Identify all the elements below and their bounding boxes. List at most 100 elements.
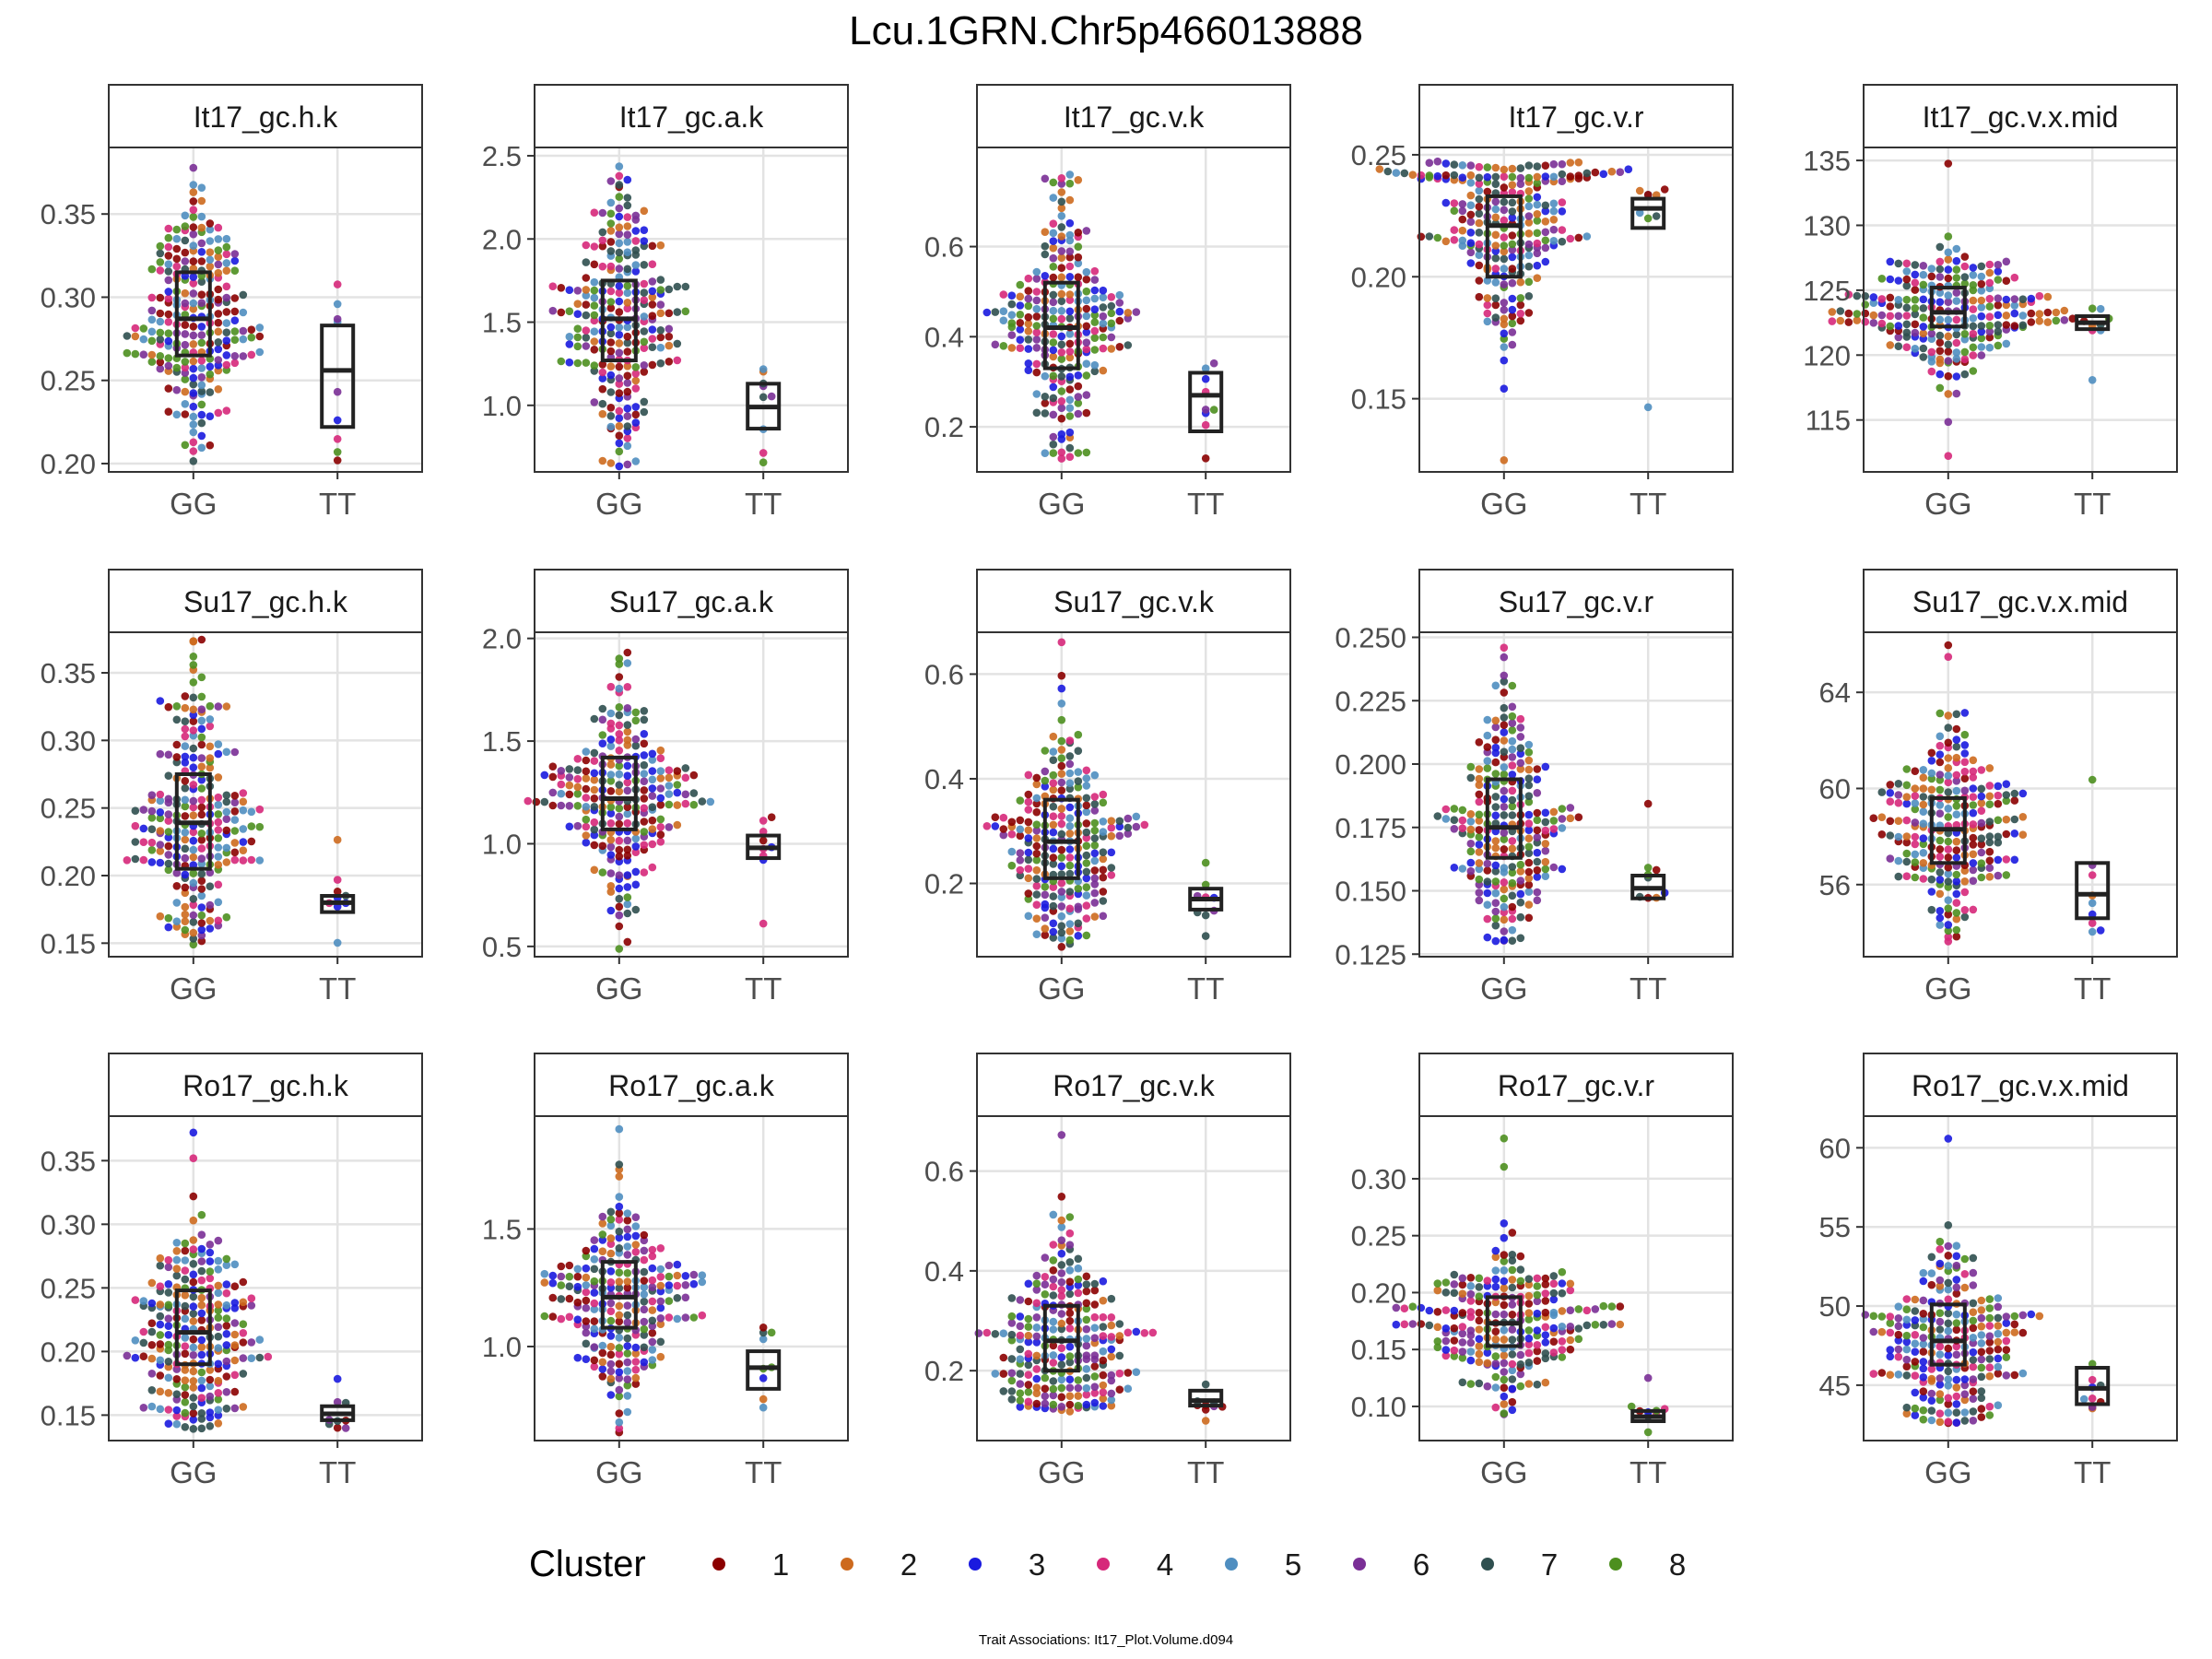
data-point [1952, 1418, 1961, 1427]
data-point [590, 748, 599, 758]
data-point [164, 841, 173, 851]
data-point [974, 1329, 983, 1337]
data-point [640, 327, 649, 335]
data-point [1074, 449, 1083, 457]
data-point [665, 285, 674, 294]
data-point [2002, 1312, 2011, 1321]
data-point [214, 246, 223, 254]
data-point [1936, 845, 1945, 853]
data-point [1541, 1349, 1550, 1358]
data-point [640, 828, 649, 836]
data-point [147, 858, 157, 866]
data-point [1508, 1366, 1517, 1375]
data-point [1977, 799, 1986, 807]
data-point [1960, 866, 1970, 875]
data-point [1107, 301, 1116, 311]
data-point [1057, 736, 1066, 746]
data-point [1500, 1134, 1509, 1143]
data-point [548, 762, 558, 771]
box-iqr [746, 1349, 782, 1391]
data-point [1032, 841, 1041, 851]
data-point [615, 711, 624, 720]
data-point [1090, 841, 1100, 850]
data-point [1466, 191, 1476, 200]
data-point [247, 1301, 256, 1310]
data-point [590, 1324, 599, 1334]
data-point [1524, 867, 1534, 877]
data-point [1911, 328, 1920, 337]
data-point [1524, 1315, 1534, 1324]
data-point [1074, 932, 1083, 940]
data-point [606, 851, 616, 859]
data-point [1475, 790, 1484, 799]
data-point [1491, 770, 1500, 778]
data-point [1952, 244, 1961, 253]
data-point [598, 715, 607, 724]
data-point [1491, 735, 1500, 744]
data-point [1458, 1329, 1467, 1338]
data-point [656, 1337, 665, 1347]
data-point [197, 844, 206, 853]
data-point [1057, 1344, 1066, 1352]
data-point [1660, 185, 1669, 194]
data-point [573, 1353, 582, 1362]
data-point [1007, 1335, 1017, 1345]
data-point [181, 375, 190, 383]
data-point [631, 1380, 641, 1388]
data-point [615, 282, 624, 290]
data-point [1911, 1316, 1920, 1324]
data-point [1065, 904, 1075, 913]
data-point [1049, 844, 1058, 853]
data-point [1936, 1325, 1945, 1334]
data-point [230, 855, 240, 865]
data-point [1065, 935, 1075, 945]
data-point [557, 801, 566, 810]
data-point [1491, 793, 1500, 801]
data-point [189, 340, 198, 348]
data-point [222, 826, 231, 835]
data-point [1541, 1338, 1550, 1347]
data-point [222, 1322, 231, 1330]
data-point [1082, 267, 1091, 276]
data-point [206, 388, 215, 396]
data-point [1508, 802, 1517, 811]
data-point [1491, 1310, 1500, 1319]
data-point [1952, 810, 1961, 818]
data-point [1919, 313, 1928, 322]
data-point [1985, 832, 1994, 841]
x-tick-label: TT [1187, 971, 1224, 1006]
data-point [623, 299, 632, 307]
data-point [1944, 653, 1953, 661]
data-point [1936, 750, 1945, 759]
y-tick-label: 0.20 [41, 1335, 96, 1368]
data-point [1886, 341, 1895, 349]
data-point [239, 1403, 248, 1411]
data-point [590, 301, 599, 310]
data-point [1099, 873, 1108, 882]
data-point [1508, 231, 1517, 240]
data-point [197, 1415, 206, 1423]
data-point [623, 281, 632, 290]
data-point [247, 333, 256, 342]
data-point [615, 1385, 624, 1394]
data-point [1911, 784, 1920, 793]
data-point [1886, 1371, 1895, 1379]
data-point [1919, 270, 1928, 279]
data-point [1960, 335, 1970, 344]
data-point [1960, 1375, 1970, 1383]
data-point [230, 335, 240, 345]
data-point [131, 1336, 140, 1345]
data-point [606, 1350, 616, 1359]
data-point [615, 431, 624, 441]
data-point [598, 1212, 607, 1221]
data-point [623, 845, 632, 854]
data-point [1944, 764, 1953, 772]
data-point [1994, 1362, 2003, 1371]
data-point [582, 1339, 591, 1348]
data-point [1057, 223, 1066, 231]
data-point [1500, 299, 1509, 307]
data-point [172, 225, 182, 234]
box-iqr [1485, 194, 1523, 279]
legend-key [1609, 1558, 1622, 1571]
